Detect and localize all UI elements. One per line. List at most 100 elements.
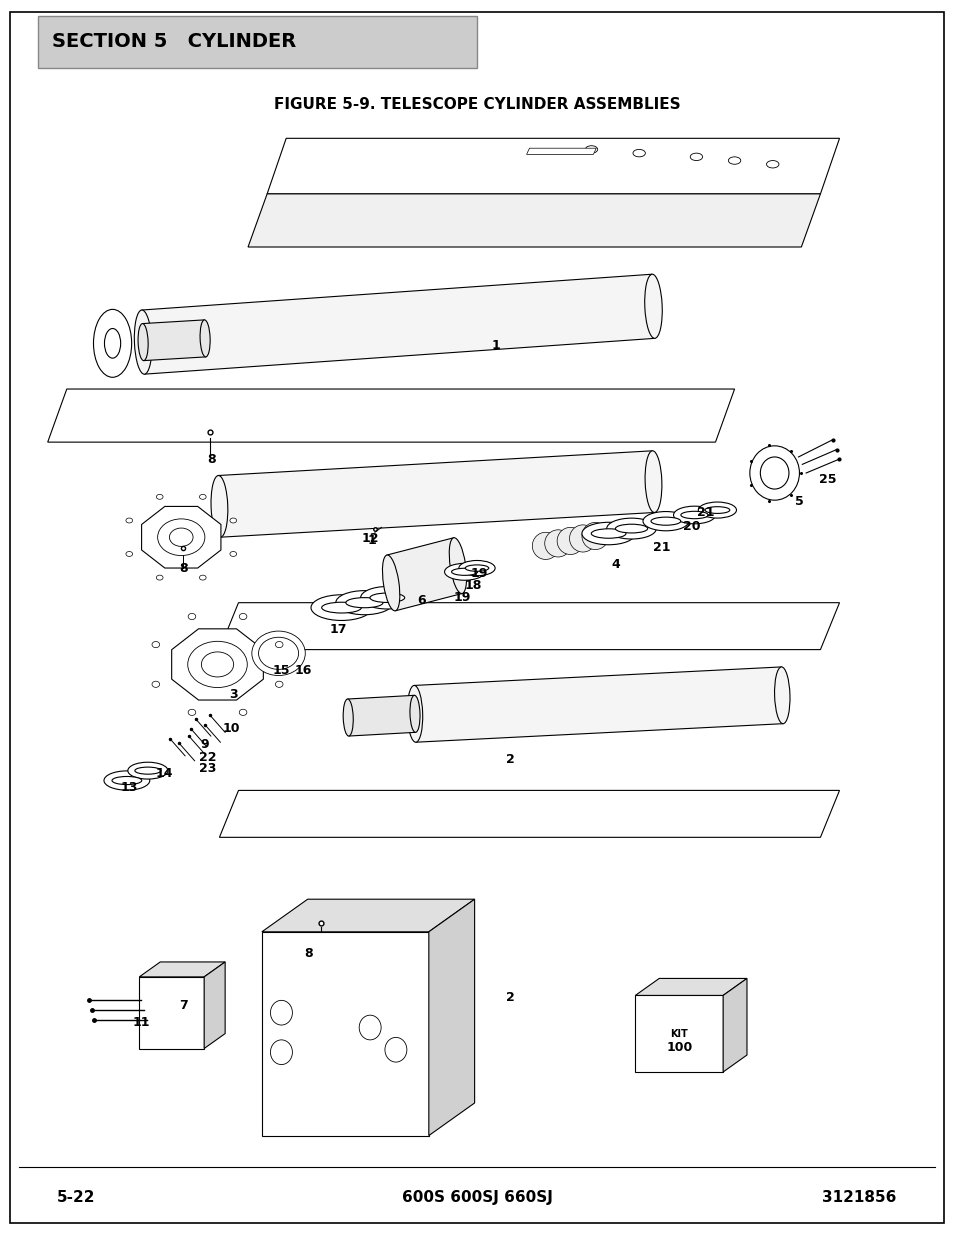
Ellipse shape xyxy=(774,667,789,724)
Ellipse shape xyxy=(410,695,419,732)
Ellipse shape xyxy=(156,494,163,499)
Ellipse shape xyxy=(188,641,247,688)
Text: 8: 8 xyxy=(303,947,313,960)
Polygon shape xyxy=(142,274,654,374)
Text: 17: 17 xyxy=(330,624,347,636)
Text: 600S 600SJ 660SJ: 600S 600SJ 660SJ xyxy=(401,1191,552,1205)
Ellipse shape xyxy=(112,777,142,784)
Polygon shape xyxy=(526,148,596,154)
Text: 3121856: 3121856 xyxy=(821,1191,896,1205)
Ellipse shape xyxy=(104,771,150,790)
Polygon shape xyxy=(139,977,204,1049)
Ellipse shape xyxy=(644,451,661,513)
Polygon shape xyxy=(386,537,462,611)
Ellipse shape xyxy=(152,682,159,688)
Ellipse shape xyxy=(258,637,298,669)
Text: 5: 5 xyxy=(794,495,803,508)
Polygon shape xyxy=(219,603,839,650)
Polygon shape xyxy=(261,899,475,931)
Text: 6: 6 xyxy=(416,594,426,606)
Text: 5-22: 5-22 xyxy=(57,1191,95,1205)
Ellipse shape xyxy=(335,590,393,615)
Ellipse shape xyxy=(360,587,414,609)
Text: 1: 1 xyxy=(367,535,376,547)
Text: 7: 7 xyxy=(178,999,188,1011)
Ellipse shape xyxy=(584,146,597,153)
Ellipse shape xyxy=(760,457,788,489)
Text: 11: 11 xyxy=(132,1016,150,1029)
Text: 2: 2 xyxy=(505,992,515,1004)
Ellipse shape xyxy=(689,153,701,161)
Text: 3: 3 xyxy=(229,688,238,700)
Ellipse shape xyxy=(449,537,466,594)
Ellipse shape xyxy=(680,511,707,519)
Ellipse shape xyxy=(704,506,729,514)
Ellipse shape xyxy=(93,310,132,378)
Ellipse shape xyxy=(673,506,715,524)
Text: 19: 19 xyxy=(454,592,471,604)
Text: 2: 2 xyxy=(505,753,515,766)
Ellipse shape xyxy=(134,310,152,374)
Ellipse shape xyxy=(451,568,477,576)
Ellipse shape xyxy=(444,563,484,580)
Ellipse shape xyxy=(458,561,495,576)
Ellipse shape xyxy=(230,517,236,522)
Text: 4: 4 xyxy=(610,558,619,571)
Ellipse shape xyxy=(384,1037,406,1062)
Ellipse shape xyxy=(239,614,247,620)
Ellipse shape xyxy=(138,324,148,361)
Ellipse shape xyxy=(407,685,422,742)
Polygon shape xyxy=(172,629,263,700)
Text: 25: 25 xyxy=(819,473,836,485)
Polygon shape xyxy=(219,790,839,837)
Text: FIGURE 5-9. TELESCOPE CYLINDER ASSEMBLIES: FIGURE 5-9. TELESCOPE CYLINDER ASSEMBLIE… xyxy=(274,98,679,112)
Ellipse shape xyxy=(311,595,372,620)
Ellipse shape xyxy=(128,762,168,779)
Ellipse shape xyxy=(271,1040,292,1065)
Text: 1: 1 xyxy=(491,340,500,352)
Ellipse shape xyxy=(239,709,247,715)
Polygon shape xyxy=(204,962,225,1049)
Polygon shape xyxy=(429,899,475,1136)
Polygon shape xyxy=(635,995,722,1072)
Ellipse shape xyxy=(382,555,399,611)
Text: 10: 10 xyxy=(222,722,239,735)
Ellipse shape xyxy=(544,530,571,557)
Ellipse shape xyxy=(606,519,656,538)
Text: 18: 18 xyxy=(464,579,481,592)
Ellipse shape xyxy=(644,274,661,338)
Text: 12: 12 xyxy=(361,532,378,545)
Polygon shape xyxy=(142,320,206,361)
Ellipse shape xyxy=(252,631,305,676)
Ellipse shape xyxy=(201,652,233,677)
Ellipse shape xyxy=(633,149,644,157)
Polygon shape xyxy=(48,389,734,442)
Polygon shape xyxy=(261,931,429,1136)
Ellipse shape xyxy=(199,494,206,499)
Text: 21: 21 xyxy=(653,541,670,553)
Text: 9: 9 xyxy=(200,739,210,751)
Ellipse shape xyxy=(170,529,193,546)
Ellipse shape xyxy=(370,593,404,603)
Ellipse shape xyxy=(749,446,799,500)
Ellipse shape xyxy=(126,552,132,557)
Ellipse shape xyxy=(188,709,195,715)
Ellipse shape xyxy=(345,598,382,608)
Text: 8: 8 xyxy=(178,562,188,574)
FancyBboxPatch shape xyxy=(38,16,476,68)
Ellipse shape xyxy=(230,552,236,557)
Ellipse shape xyxy=(343,699,353,736)
Polygon shape xyxy=(414,667,782,742)
Ellipse shape xyxy=(642,511,688,531)
Text: 23: 23 xyxy=(199,762,216,774)
Ellipse shape xyxy=(532,532,558,559)
Ellipse shape xyxy=(271,1000,292,1025)
Ellipse shape xyxy=(698,503,736,519)
Text: 19: 19 xyxy=(470,567,487,579)
Text: 21: 21 xyxy=(697,506,714,519)
Ellipse shape xyxy=(465,564,488,572)
Polygon shape xyxy=(347,695,416,736)
Text: SECTION 5   CYLINDER: SECTION 5 CYLINDER xyxy=(52,32,296,52)
Text: 14: 14 xyxy=(155,767,172,779)
Ellipse shape xyxy=(157,519,205,556)
